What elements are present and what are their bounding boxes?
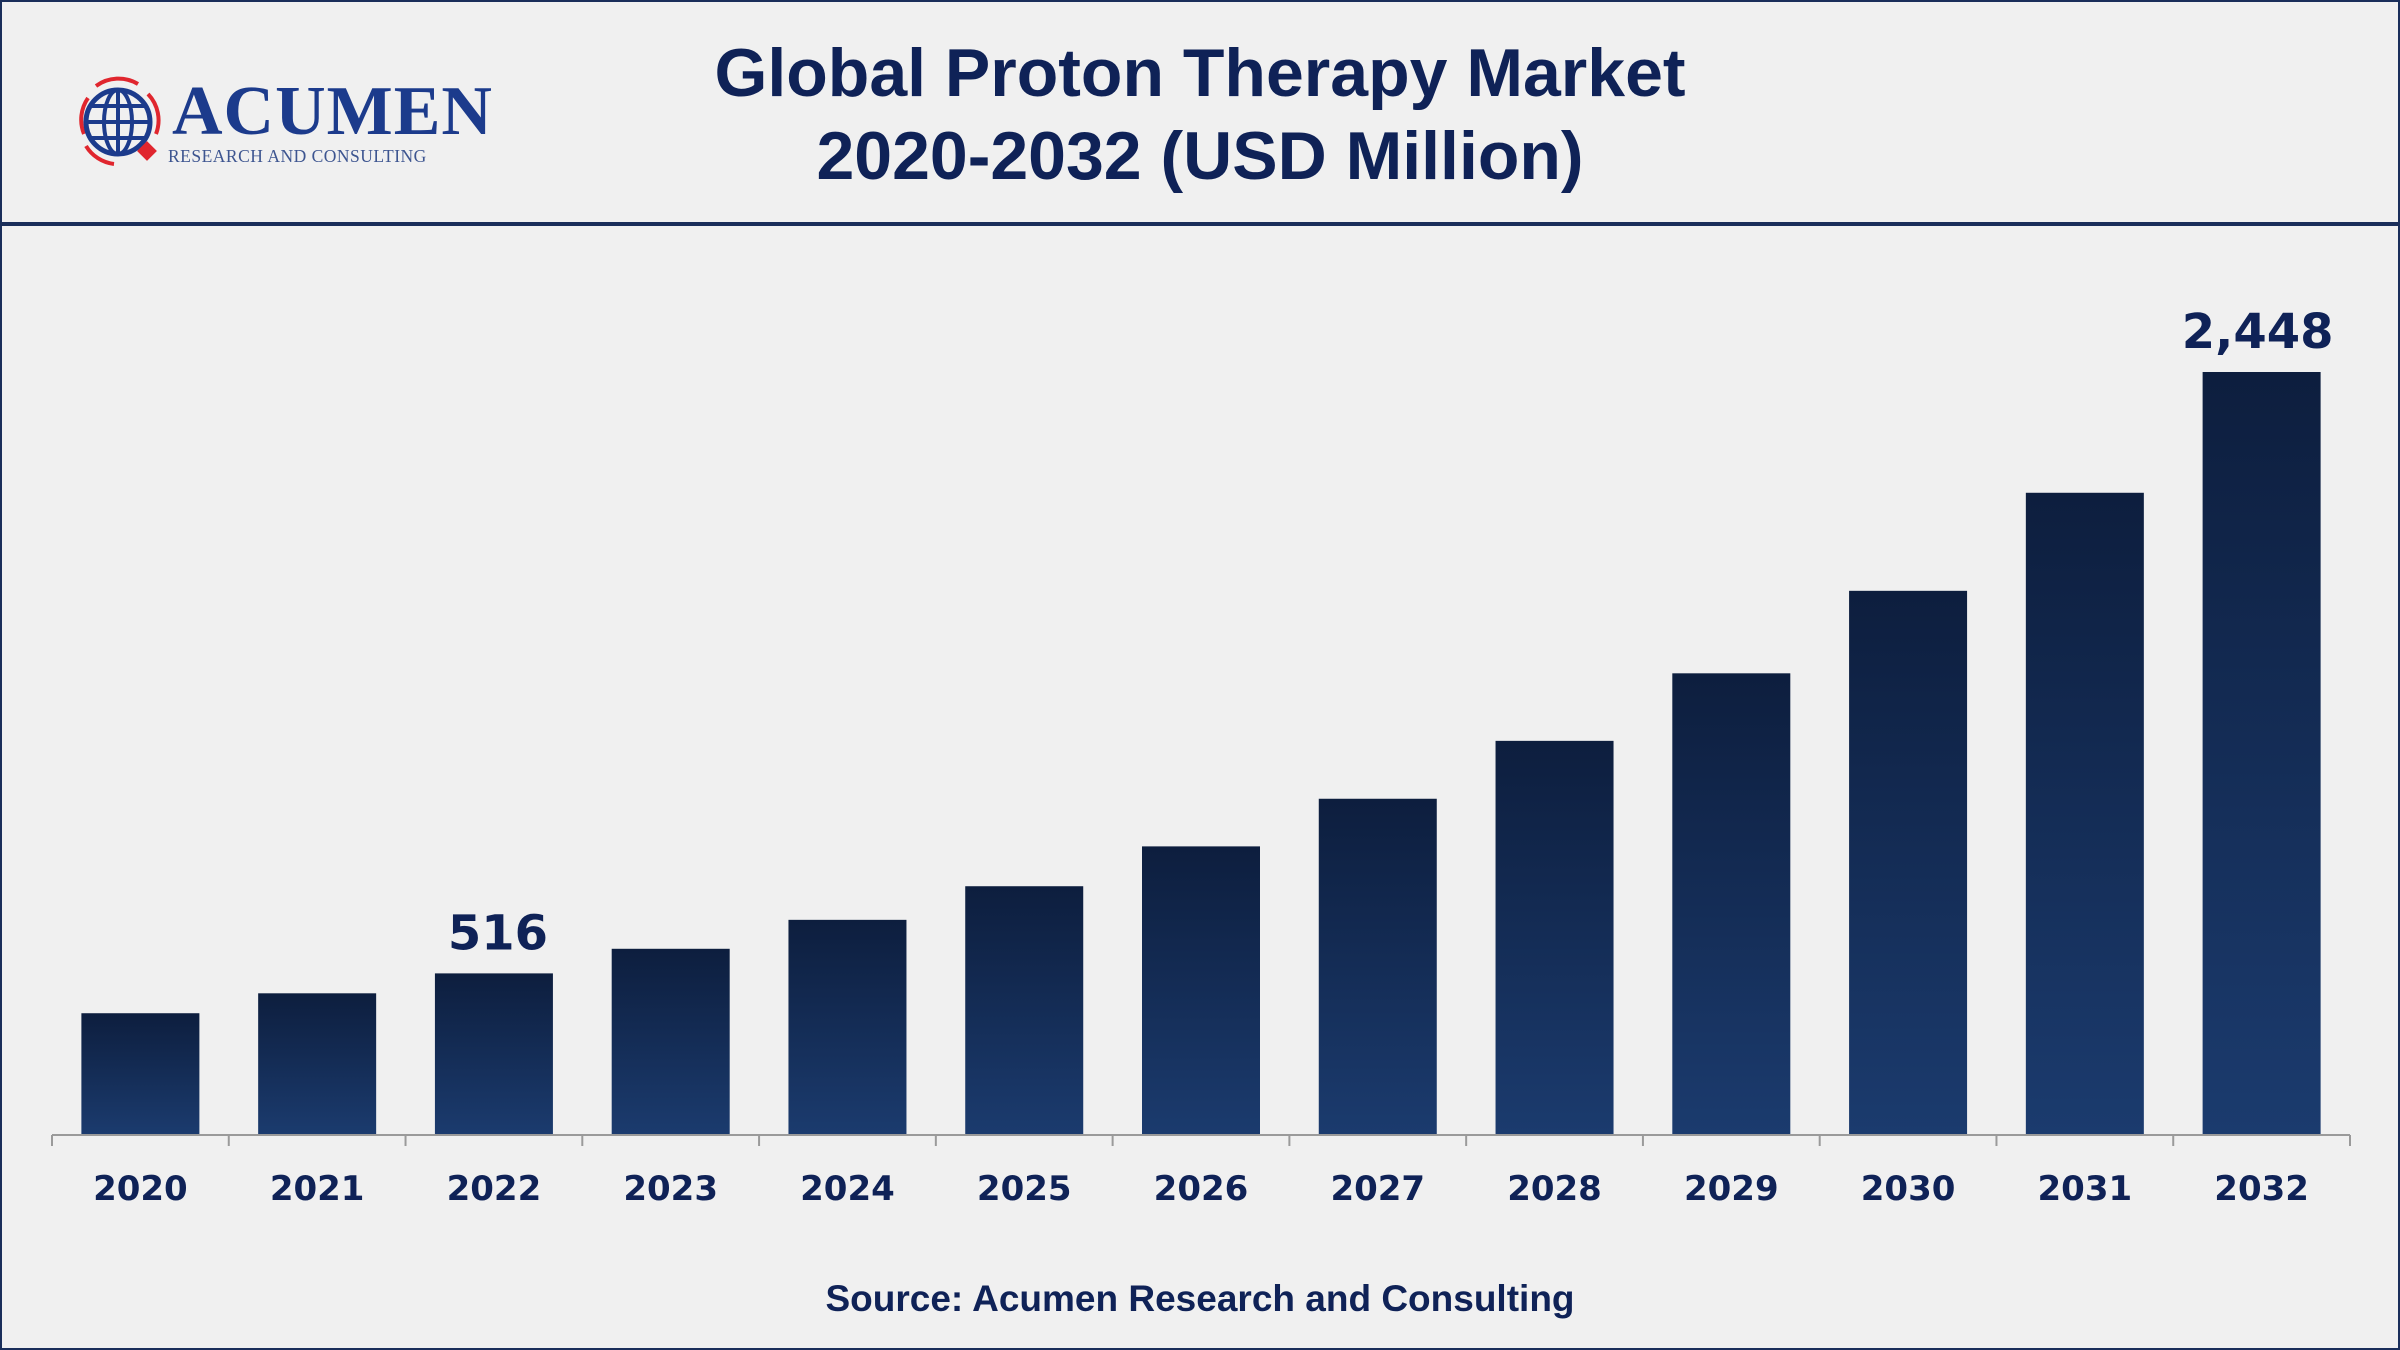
x-tick-label: 2026 [1154,1169,1249,1209]
x-tick-label: 2022 [447,1169,542,1209]
x-tick-label: 2024 [800,1169,895,1209]
logo-wordmark: ACUMEN [172,73,493,150]
x-tick-label: 2030 [1861,1169,1956,1209]
bar-2024 [788,919,907,1134]
bar-2021 [258,993,377,1134]
bar-2022 [434,973,553,1134]
data-label-2032: 2,448 [2182,304,2334,360]
bar-2026 [1142,846,1260,1134]
chart-title-line2: 2020-2032 (USD Million) [816,118,1584,194]
chart-title-line1: Global Proton Therapy Market [714,35,1686,111]
x-tick-label: 2025 [977,1169,1072,1209]
globe-icon [79,76,161,166]
source-note: Source: Acumen Research and Consulting [825,1278,1575,1319]
bar-2027 [1318,798,1437,1134]
bar-2030 [1849,590,1968,1134]
bar-2032 [2202,372,2321,1134]
x-tick-label: 2031 [2038,1169,2133,1209]
x-tick-label: 2023 [623,1169,718,1209]
acumen-logo: ACUMEN RESEARCH AND CONSULTING [76,76,492,172]
bar-2025 [965,886,1084,1134]
data-label-2022: 516 [448,905,548,961]
bar-2020 [81,1013,200,1134]
x-tick-label: 2028 [1507,1169,1602,1209]
x-tick-label: 2032 [2214,1169,2309,1209]
x-tick-label: 2020 [93,1169,188,1209]
header-divider [0,222,2400,226]
bar-2023 [611,948,730,1134]
x-tick-label: 2029 [1684,1169,1779,1209]
bar-2028 [1495,740,1614,1134]
bar-2031 [2025,492,2144,1134]
x-tick-label: 2021 [270,1169,365,1209]
bar-2029 [1672,673,1791,1134]
x-tick-label: 2027 [1330,1169,1425,1209]
logo-tagline: RESEARCH AND CONSULTING [168,146,427,166]
